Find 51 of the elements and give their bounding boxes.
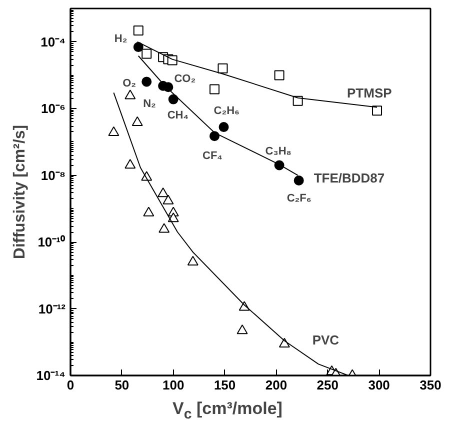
x-tick-label: 150 xyxy=(214,378,236,392)
point xyxy=(218,63,228,74)
series-label: PTMSP xyxy=(347,86,392,101)
y-axis-title: Diffusivity [cm²/s] xyxy=(11,124,28,260)
point xyxy=(372,106,382,116)
point xyxy=(124,159,136,169)
x-tick-label: 200 xyxy=(265,378,288,392)
y-tick-label: 10⁻⁸ xyxy=(40,168,66,183)
annotation: O₂ xyxy=(122,78,136,90)
y-tick-label: 10⁻⁶ xyxy=(41,101,66,116)
annotation: CO₂ xyxy=(174,73,196,86)
series-label: PVC xyxy=(312,332,340,348)
x-axis-title: V$_{c}$ [cm³/mole] xyxy=(172,398,282,424)
y-tick-label: 10⁻¹⁰ xyxy=(38,234,66,250)
y-tick-label: 10⁻¹⁴ xyxy=(36,368,66,383)
y-tick-label: 10⁻⁴ xyxy=(40,34,66,50)
point xyxy=(274,70,284,80)
point xyxy=(133,25,144,36)
x-tick-label: 100 xyxy=(162,378,184,392)
point xyxy=(218,122,229,132)
x-tick-label: 0 xyxy=(66,378,74,392)
point xyxy=(294,175,304,186)
x-tick-label: 300 xyxy=(368,378,390,392)
annotation: N₂ xyxy=(143,98,156,110)
x-tick-label: 50 xyxy=(114,378,130,392)
point xyxy=(210,131,220,142)
annotation: CH₄ xyxy=(167,109,188,122)
point xyxy=(187,256,198,266)
annotation: C₂H₆ xyxy=(214,105,240,118)
point xyxy=(132,116,143,126)
point xyxy=(142,48,152,59)
annotation: CF₄ xyxy=(202,150,222,162)
series-label: TFE/BDD87 xyxy=(314,170,385,186)
point xyxy=(168,212,179,222)
point xyxy=(210,84,220,94)
point xyxy=(142,76,152,87)
point xyxy=(158,223,170,233)
x-tick-label: 250 xyxy=(316,378,338,392)
point xyxy=(236,324,248,334)
point xyxy=(143,206,154,216)
point xyxy=(158,187,169,198)
point xyxy=(168,94,178,104)
annotation: C₃H₈ xyxy=(265,145,292,158)
point xyxy=(133,42,144,52)
annotation: C₂F₆ xyxy=(286,192,312,204)
x-tick-label: 350 xyxy=(420,378,442,392)
y-tick-label: 10⁻¹² xyxy=(38,301,66,316)
point xyxy=(108,126,120,136)
annotation: H₂ xyxy=(114,33,128,46)
point xyxy=(124,90,136,100)
point xyxy=(162,194,174,204)
